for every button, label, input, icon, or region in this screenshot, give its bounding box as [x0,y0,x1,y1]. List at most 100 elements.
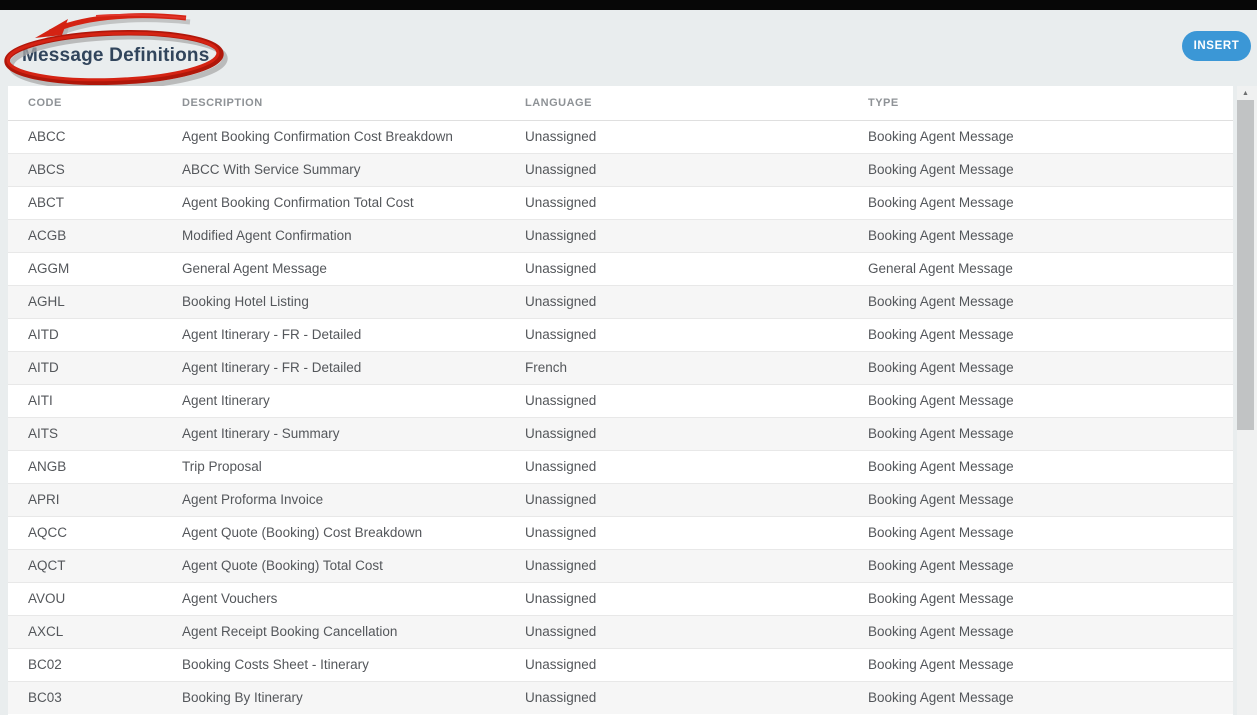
cell-description: Agent Itinerary - FR - Detailed [182,327,362,342]
cell-type: Booking Agent Message [868,195,1014,210]
cell-language: Unassigned [525,690,597,706]
cell-code: BC02 [28,657,62,672]
cell-type: Booking Agent Message [868,525,1014,540]
table-panel: CODE DESCRIPTION LANGUAGE TYPE ABCC Agen… [8,86,1233,715]
table-row[interactable]: AITD Agent Itinerary - FR - Detailed Fre… [8,351,1233,384]
table-row[interactable]: BC03 Booking By Itinerary Unassigned Boo… [8,681,1233,714]
cell-description: Agent Booking Confirmation Total Cost [182,195,414,210]
cell-code: AGHL [28,294,65,309]
table-header-row: CODE DESCRIPTION LANGUAGE TYPE [8,86,1233,121]
cell-type: Booking Agent Message [868,294,1014,309]
table-row[interactable]: BC02 Booking Costs Sheet - Itinerary Una… [8,648,1233,681]
cell-language: Unassigned [525,393,597,408]
cell-language: Unassigned [525,459,597,474]
cell-description: Modified Agent Confirmation [182,228,352,243]
table-row[interactable]: AXCL Agent Receipt Booking Cancellation … [8,615,1233,648]
cell-type: Booking Agent Message [868,162,1014,177]
cell-language: French [525,360,568,375]
cell-type: Booking Agent Message [868,360,1014,375]
cell-type: Booking Agent Message [868,690,1014,706]
cell-code: APRI [28,492,60,507]
table-row[interactable]: ABCC Agent Booking Confirmation Cost Bre… [8,120,1233,153]
cell-type: Booking Agent Message [868,492,1014,507]
cell-code: ABCT [28,195,65,210]
table-row[interactable]: APRI Agent Proforma Invoice Unassigned B… [8,483,1233,516]
cell-description: Agent Receipt Booking Cancellation [182,624,398,639]
cell-description: Agent Vouchers [182,591,278,606]
cell-language: Unassigned [525,195,597,210]
table-row[interactable]: AGGM General Agent Message Unassigned Ge… [8,252,1233,285]
cell-description: ABCC With Service Summary [182,162,361,177]
cell-language: Unassigned [525,558,597,573]
cell-code: AITD [28,360,59,375]
cell-language: Unassigned [525,591,597,606]
cell-language: Unassigned [525,327,597,342]
cell-type: Booking Agent Message [868,591,1014,606]
column-header-type: TYPE [868,86,1233,121]
table-row[interactable]: ABCT Agent Booking Confirmation Total Co… [8,186,1233,219]
column-header-code: CODE [8,86,182,121]
cell-language: Unassigned [525,426,597,441]
cell-description: Agent Itinerary - Summary [182,426,340,441]
scrollbar-up-arrow-icon[interactable]: ▲ [1242,89,1249,97]
cell-code: AQCC [28,525,68,540]
cell-code: ANGB [28,459,67,474]
cell-language: Unassigned [525,228,597,243]
cell-description: Agent Itinerary [182,393,270,408]
cell-description: Booking By Itinerary [182,690,303,706]
table-row[interactable]: AVOU Agent Vouchers Unassigned Booking A… [8,582,1233,615]
cell-description: Trip Proposal [182,459,262,474]
cell-code: ABCS [28,162,65,177]
cell-language: Unassigned [525,657,597,672]
cell-code: BC03 [28,690,62,706]
cell-code: AXCL [28,624,64,639]
page-title: Message Definitions [22,45,210,66]
page-header: Message Definitions INSERT [0,10,1257,91]
cell-type: Booking Agent Message [868,558,1014,573]
table-row[interactable]: AITS Agent Itinerary - Summary Unassigne… [8,417,1233,450]
cell-language: Unassigned [525,525,597,540]
cell-type: Booking Agent Message [868,657,1014,672]
cell-description: Agent Itinerary - FR - Detailed [182,360,362,375]
cell-code: AITD [28,327,59,342]
cell-description: Agent Proforma Invoice [182,492,324,507]
table-row[interactable]: AQCC Agent Quote (Booking) Cost Breakdow… [8,516,1233,549]
insert-button[interactable]: INSERT [1182,31,1251,61]
vertical-scrollbar[interactable]: ▲ [1237,86,1257,715]
table-row[interactable]: ABCS ABCC With Service Summary Unassigne… [8,153,1233,186]
cell-language: Unassigned [525,624,597,639]
cell-code: AVOU [28,591,66,606]
column-header-description: DESCRIPTION [182,86,525,121]
cell-description: General Agent Message [182,261,327,276]
cell-code: AITS [28,426,59,441]
cell-type: Booking Agent Message [868,459,1014,474]
table-row[interactable]: AITI Agent Itinerary Unassigned Booking … [8,384,1233,417]
cell-type: Booking Agent Message [868,393,1014,408]
cell-code: ACGB [28,228,67,243]
column-header-language: LANGUAGE [525,86,868,121]
cell-description: Booking Costs Sheet - Itinerary [182,657,369,672]
cell-code: AQCT [28,558,66,573]
table-row[interactable]: AQCT Agent Quote (Booking) Total Cost Un… [8,549,1233,582]
cell-type: Booking Agent Message [868,327,1014,342]
table-row[interactable]: ANGB Trip Proposal Unassigned Booking Ag… [8,450,1233,483]
cell-language: Unassigned [525,294,597,309]
cell-language: Unassigned [525,492,597,507]
message-definitions-table: CODE DESCRIPTION LANGUAGE TYPE ABCC Agen… [8,86,1233,714]
cell-description: Agent Booking Confirmation Cost Breakdow… [182,129,453,144]
cell-type: General Agent Message [868,261,1013,276]
cell-type: Booking Agent Message [868,624,1014,639]
cell-code: ABCC [28,129,66,144]
cell-language: Unassigned [525,162,597,177]
table-row[interactable]: ACGB Modified Agent Confirmation Unassig… [8,219,1233,252]
table-row[interactable]: AITD Agent Itinerary - FR - Detailed Una… [8,318,1233,351]
cell-type: Booking Agent Message [868,129,1014,144]
top-black-bar [0,0,1257,10]
scrollbar-thumb[interactable] [1237,100,1254,430]
cell-language: Unassigned [525,261,597,276]
cell-description: Booking Hotel Listing [182,294,309,309]
table-row[interactable]: AGHL Booking Hotel Listing Unassigned Bo… [8,285,1233,318]
cell-code: AGGM [28,261,70,276]
cell-type: Booking Agent Message [868,426,1014,441]
cell-description: Agent Quote (Booking) Total Cost [182,558,383,573]
